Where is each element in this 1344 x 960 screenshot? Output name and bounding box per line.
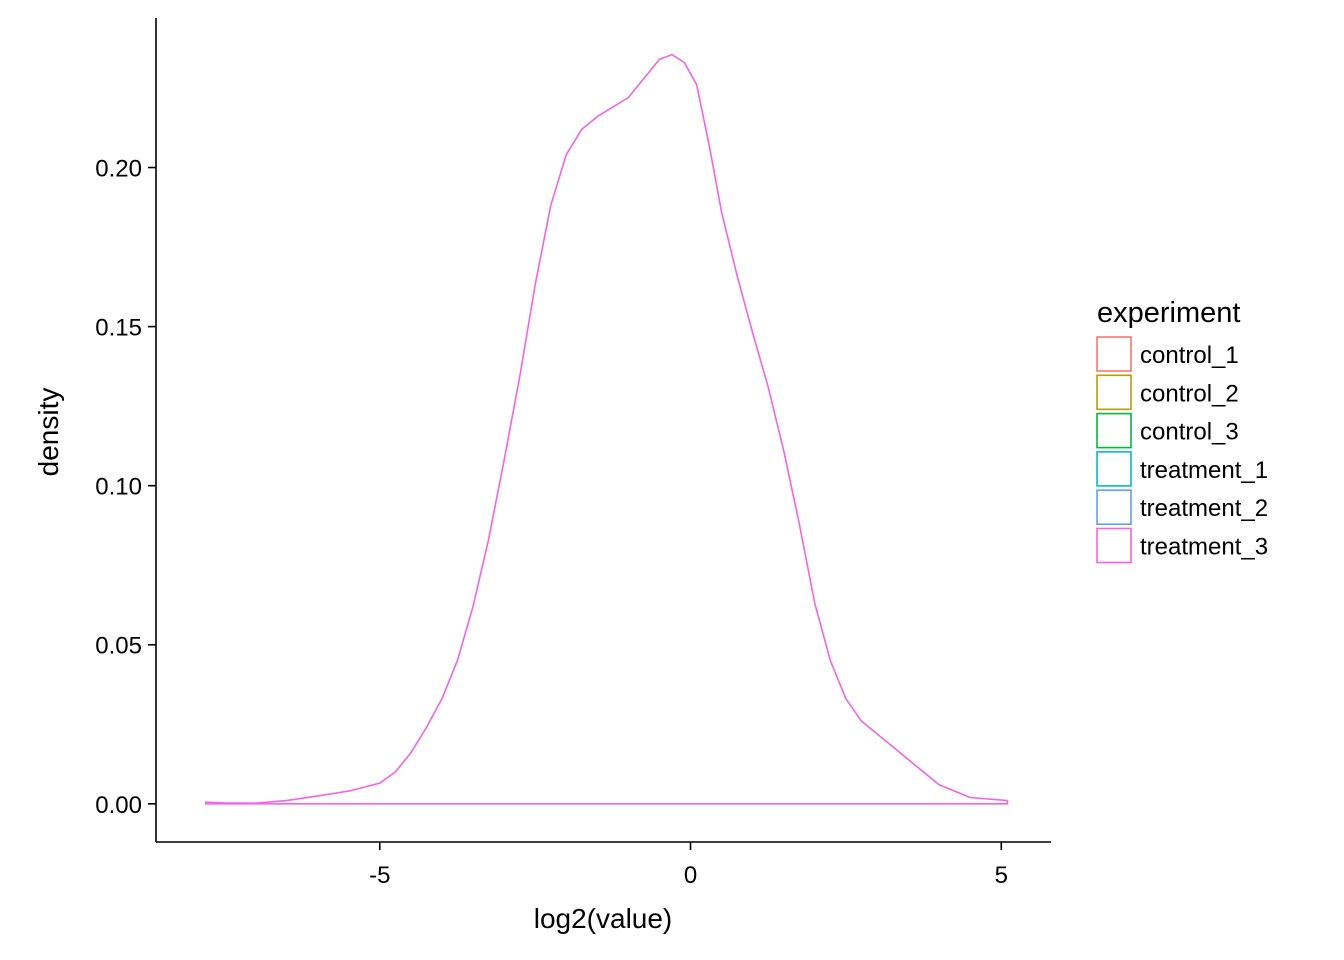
legend-key-control-2 bbox=[1096, 374, 1132, 411]
legend-key-treatment-1 bbox=[1096, 451, 1132, 487]
y-tick-label: 0.00 bbox=[95, 792, 142, 819]
y-tick-label: 0.10 bbox=[95, 474, 142, 501]
axes: -5 0 5 0.00 0.05 0.10 0.15 0.20 bbox=[95, 18, 1051, 889]
legend: experiment control_1 control_2 control_3tr… bbox=[1096, 297, 1268, 564]
y-tick-label: 0.15 bbox=[95, 315, 142, 342]
legend-key-control-1 bbox=[1096, 336, 1132, 372]
legend-key-treatment-2 bbox=[1096, 489, 1132, 526]
legend-label-control-2: control_2 bbox=[1140, 380, 1239, 407]
x-tick-label: 5 bbox=[995, 862, 1008, 889]
x-tick-label: -5 bbox=[369, 862, 390, 889]
y-tick-label: 0.05 bbox=[95, 633, 142, 660]
y-axis-title: density bbox=[33, 388, 64, 477]
density-line-treatment-3 bbox=[204, 53, 1009, 805]
legend-title: experiment bbox=[1097, 297, 1240, 329]
legend-key-control-3 bbox=[1096, 412, 1132, 449]
legend-label-control-3: control_3 bbox=[1140, 419, 1239, 446]
legend-label-control-1: control_1 bbox=[1140, 342, 1239, 369]
y-tick-label: 0.20 bbox=[95, 156, 142, 183]
x-axis-title: log2(value) bbox=[534, 903, 673, 934]
plot-area bbox=[204, 53, 1009, 805]
legend-label-treatment-1: treatment_1 bbox=[1140, 457, 1268, 484]
legend-key-treatment-3 bbox=[1096, 527, 1132, 564]
x-tick-label: 0 bbox=[684, 862, 697, 889]
legend-label-treatment-2: treatment_2 bbox=[1140, 495, 1268, 522]
legend-label-treatment-3: treatment_3 bbox=[1140, 534, 1268, 561]
